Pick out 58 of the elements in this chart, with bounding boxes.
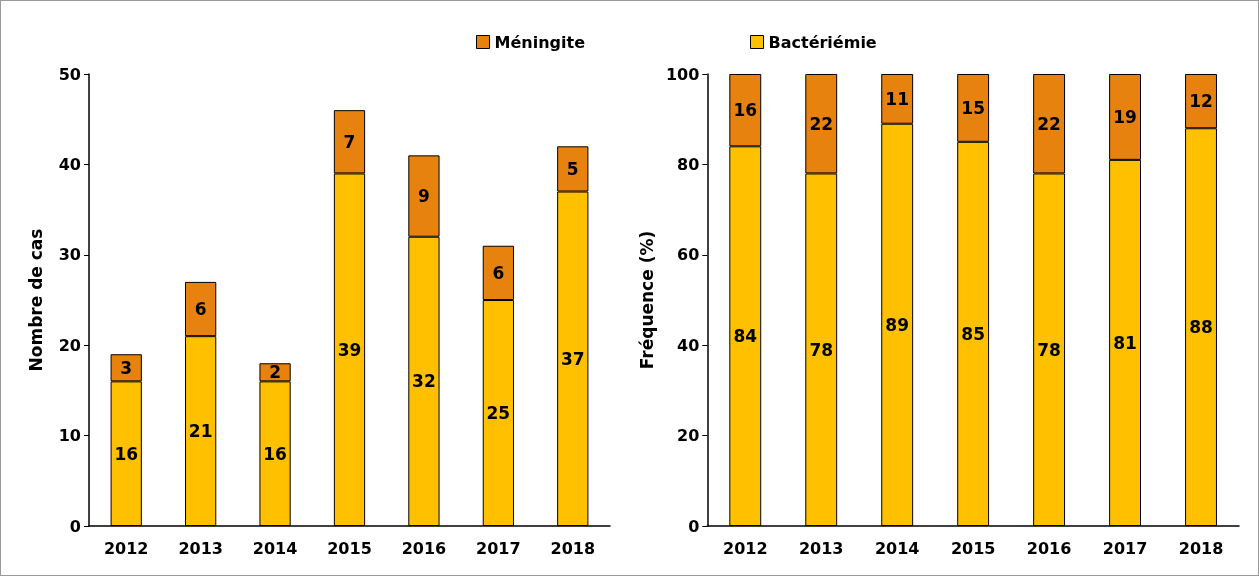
y-tick-label: 10	[58, 426, 81, 446]
data-label: 32	[412, 371, 436, 392]
x-tick-label: 2014	[252, 538, 298, 558]
x-tick-label: 2017	[1102, 538, 1148, 558]
data-label: 22	[1037, 113, 1061, 134]
x-tick-label: 2012	[103, 538, 149, 558]
data-label: 88	[1189, 317, 1213, 338]
y-tick-label: 50	[58, 64, 81, 84]
data-label: 19	[1113, 106, 1137, 127]
data-label: 2	[269, 362, 281, 383]
y-tick-label: 40	[58, 154, 81, 174]
x-tick-label: 2017	[476, 538, 521, 558]
y-tick-label: 0	[688, 516, 700, 536]
x-tick-label: 2015	[950, 538, 996, 558]
data-label: 84	[733, 326, 758, 347]
data-label: 85	[961, 323, 985, 344]
x-tick-label: 2014	[874, 538, 920, 558]
data-label: 3	[120, 357, 133, 378]
data-label: 15	[961, 97, 985, 118]
x-tick-label: 2015	[327, 538, 372, 558]
data-label: 6	[492, 262, 505, 283]
y-tick-label: 20	[677, 426, 700, 446]
data-label: 11	[885, 88, 910, 109]
data-label: 12	[1189, 91, 1213, 112]
y-tick-label: 100	[665, 64, 700, 84]
data-label: 78	[1037, 339, 1061, 360]
data-label: 6	[194, 299, 207, 320]
data-label: 39	[337, 339, 362, 360]
data-label: 81	[1113, 332, 1137, 353]
x-tick-label: 2013	[178, 538, 223, 558]
data-label: 22	[809, 113, 834, 134]
x-tick-label: 2012	[723, 538, 768, 558]
x-tick-label: 2018	[550, 538, 596, 558]
data-label: 16	[114, 443, 139, 464]
data-label: 21	[188, 421, 213, 442]
data-label: 89	[885, 314, 910, 335]
y-tick-label: 20	[58, 335, 81, 355]
y-tick-label: 80	[677, 154, 700, 174]
y-axis-title: Nombre de cas	[25, 228, 46, 372]
data-label: 78	[809, 339, 834, 360]
x-tick-label: 2013	[798, 538, 844, 558]
y-tick-label: 0	[69, 516, 81, 536]
x-tick-label: 2016	[401, 538, 447, 558]
data-label: 16	[733, 100, 758, 121]
data-label: 16	[263, 443, 287, 464]
y-tick-label: 40	[677, 335, 700, 355]
data-label: 37	[560, 348, 585, 369]
data-label: 9	[418, 186, 430, 207]
y-tick-label: 60	[677, 245, 700, 265]
y-tick-label: 30	[58, 245, 81, 265]
data-label: 25	[486, 403, 511, 423]
x-tick-label: 2016	[1026, 538, 1072, 558]
x-tick-label: 2018	[1178, 538, 1224, 558]
legend-label: Bactériémie	[768, 32, 877, 52]
data-label: 5	[566, 158, 579, 179]
data-label: 7	[343, 131, 356, 152]
y-axis-title: Fréquence (%)	[636, 230, 657, 370]
legend-label: Méningite	[494, 32, 586, 52]
